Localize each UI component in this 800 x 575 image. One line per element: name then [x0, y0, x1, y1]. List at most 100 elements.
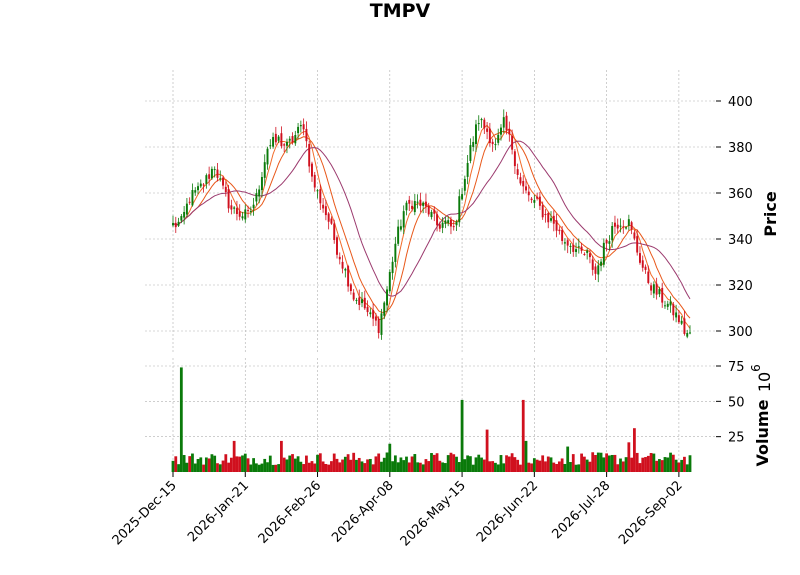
candle-body	[666, 303, 669, 307]
candle-body	[302, 124, 305, 130]
volume-bar	[652, 453, 656, 472]
candle-body	[602, 242, 605, 265]
volume-bar	[391, 461, 394, 472]
candle-body	[638, 253, 641, 263]
candle-body	[316, 190, 319, 192]
volume-bar	[280, 440, 283, 472]
candle-body	[213, 169, 216, 171]
volume-bar	[355, 459, 358, 472]
candle-body	[547, 213, 550, 223]
candle-body	[344, 268, 347, 271]
volume-bar	[274, 464, 278, 472]
volume-bar	[299, 461, 303, 472]
volume-bar	[446, 455, 450, 472]
volume-bar	[469, 456, 472, 472]
volume-bar	[519, 464, 522, 472]
candle-body	[269, 145, 272, 147]
candle-body	[413, 201, 416, 213]
volume-bar	[610, 454, 614, 472]
candle-body	[538, 196, 541, 206]
moving-average-line	[172, 140, 691, 300]
candle-body	[458, 196, 461, 223]
volume-bar	[224, 454, 228, 472]
volume-bar	[191, 453, 194, 472]
volume-bar	[396, 462, 400, 472]
candle-body	[488, 128, 491, 144]
price-tick-label: 300	[728, 325, 753, 340]
volume-bar	[677, 462, 681, 472]
candle-body	[583, 254, 586, 256]
x-tick-label: 2026-Apr-08	[329, 478, 396, 545]
candle-body	[452, 226, 455, 228]
volume-bar	[496, 464, 500, 472]
volume-bar	[363, 463, 367, 472]
candle-body	[664, 305, 666, 307]
volume-bar	[202, 464, 205, 472]
volume-bar	[663, 457, 667, 472]
candle-body	[533, 200, 536, 203]
volume-bar	[174, 456, 178, 472]
volume-bar	[499, 455, 503, 472]
candle-body	[672, 304, 675, 316]
candle-body	[580, 246, 583, 251]
volume-bar	[271, 464, 275, 472]
candle-body	[294, 135, 297, 144]
volume-tick-label: 50	[728, 395, 745, 410]
volume-bar	[444, 463, 447, 472]
volume-bar	[491, 461, 495, 472]
candle-body	[566, 240, 569, 246]
x-axis: 2025-Dec-15 2026-Jan-21 2026-Feb-26 2026-Ap…	[110, 472, 686, 549]
volume-bar	[188, 456, 192, 472]
candle-body	[172, 223, 174, 226]
candle-body	[563, 242, 566, 244]
volume-bar	[680, 459, 684, 472]
volume-bar	[343, 456, 347, 472]
candle-body	[311, 163, 313, 177]
candle-body	[655, 283, 658, 295]
volume-bar	[388, 443, 392, 472]
candle-body	[505, 115, 508, 131]
volume-bar	[619, 458, 622, 472]
candle-body	[600, 261, 603, 266]
candle-body	[480, 119, 483, 121]
candle-body	[266, 148, 269, 165]
candle-body	[511, 135, 514, 150]
candle-body	[472, 141, 475, 147]
candle-body	[352, 292, 355, 300]
candle-body	[477, 123, 480, 125]
volume-bar	[674, 459, 678, 472]
candle-body	[183, 211, 186, 218]
candle-body	[436, 214, 439, 226]
candle-body	[586, 250, 589, 253]
candle-body	[233, 207, 236, 209]
candle-body	[416, 201, 419, 203]
candle-body	[463, 178, 466, 191]
volume-bar	[285, 459, 289, 472]
volume-bar	[416, 462, 419, 472]
volume-bar	[602, 457, 606, 472]
volume-bar	[541, 455, 545, 472]
volume-bar	[182, 455, 186, 472]
volume-bar	[588, 461, 592, 472]
volume-bar	[485, 429, 489, 472]
candle-body	[427, 206, 430, 215]
volume-bar	[432, 454, 436, 472]
volume-bar	[407, 462, 411, 472]
volume-bar	[349, 459, 353, 472]
candle-body	[577, 246, 580, 248]
volume-bar	[263, 458, 267, 472]
volume-bar	[393, 455, 397, 472]
volume-bar	[641, 457, 645, 472]
candle-body	[313, 174, 316, 188]
candle-body	[652, 284, 655, 294]
volume-bar	[474, 457, 478, 472]
candle-body	[252, 204, 255, 208]
candle-body	[191, 190, 194, 206]
candlesticks	[172, 109, 691, 340]
candle-body	[527, 191, 530, 196]
volume-bar	[452, 454, 456, 472]
candle-body	[188, 201, 191, 203]
candle-body	[516, 169, 519, 175]
x-tick-label: 2026-Feb-26	[256, 478, 325, 547]
volume-bar	[430, 453, 433, 472]
